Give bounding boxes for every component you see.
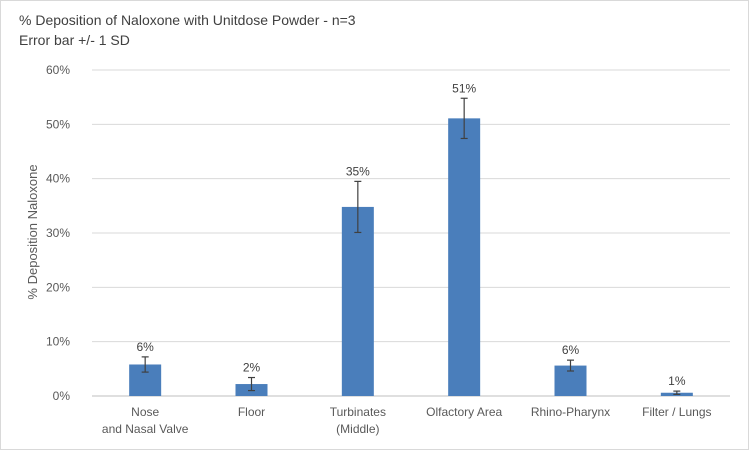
data-label: 2% [243, 361, 261, 375]
x-category-label: Floor [238, 405, 265, 419]
x-category-label: Olfactory Area [426, 405, 502, 419]
data-labels: 6% 2% 35% 51% 6% 1% [136, 81, 685, 388]
chart-title: % Deposition of Naloxone with Unitdose P… [19, 12, 356, 28]
y-axis: 0% 10% 20% 30% 40% 50% 60% [46, 63, 70, 403]
data-label: 51% [452, 81, 476, 95]
gridlines [92, 69, 730, 397]
error-bar [567, 359, 574, 372]
error-bar [141, 356, 149, 373]
data-label: 6% [562, 343, 580, 357]
x-category-label: Rhino-Pharynx [531, 405, 610, 419]
error-bar [673, 390, 681, 395]
x-axis: Nose and Nasal Valve Floor Turbinates (Middl… [102, 405, 712, 436]
x-category-label: Nose and Nasal Valve [102, 405, 189, 436]
y-tick-label: 30% [46, 226, 70, 240]
y-tick-label: 40% [46, 172, 70, 186]
data-label: 1% [668, 374, 686, 388]
bar [341, 206, 374, 396]
chart-subtitle: Error bar +/- 1 SD [19, 32, 130, 48]
data-label: 6% [136, 340, 154, 354]
y-tick-label: 0% [53, 389, 71, 403]
y-tick-label: 20% [46, 280, 70, 294]
bar [448, 118, 481, 397]
x-category-label: Turbinates (Middle) [330, 405, 386, 436]
y-axis-title: % Deposition Naloxone [25, 164, 40, 299]
bars [129, 118, 693, 397]
x-category-label: Filter / Lungs [642, 405, 711, 419]
error-bars [141, 97, 681, 395]
error-bar [460, 97, 468, 140]
error-bar [354, 180, 362, 234]
error-bar [248, 376, 255, 392]
y-tick-label: 10% [46, 335, 70, 349]
y-tick-label: 50% [46, 117, 70, 131]
data-label: 35% [346, 164, 370, 178]
y-tick-label: 60% [46, 63, 70, 77]
